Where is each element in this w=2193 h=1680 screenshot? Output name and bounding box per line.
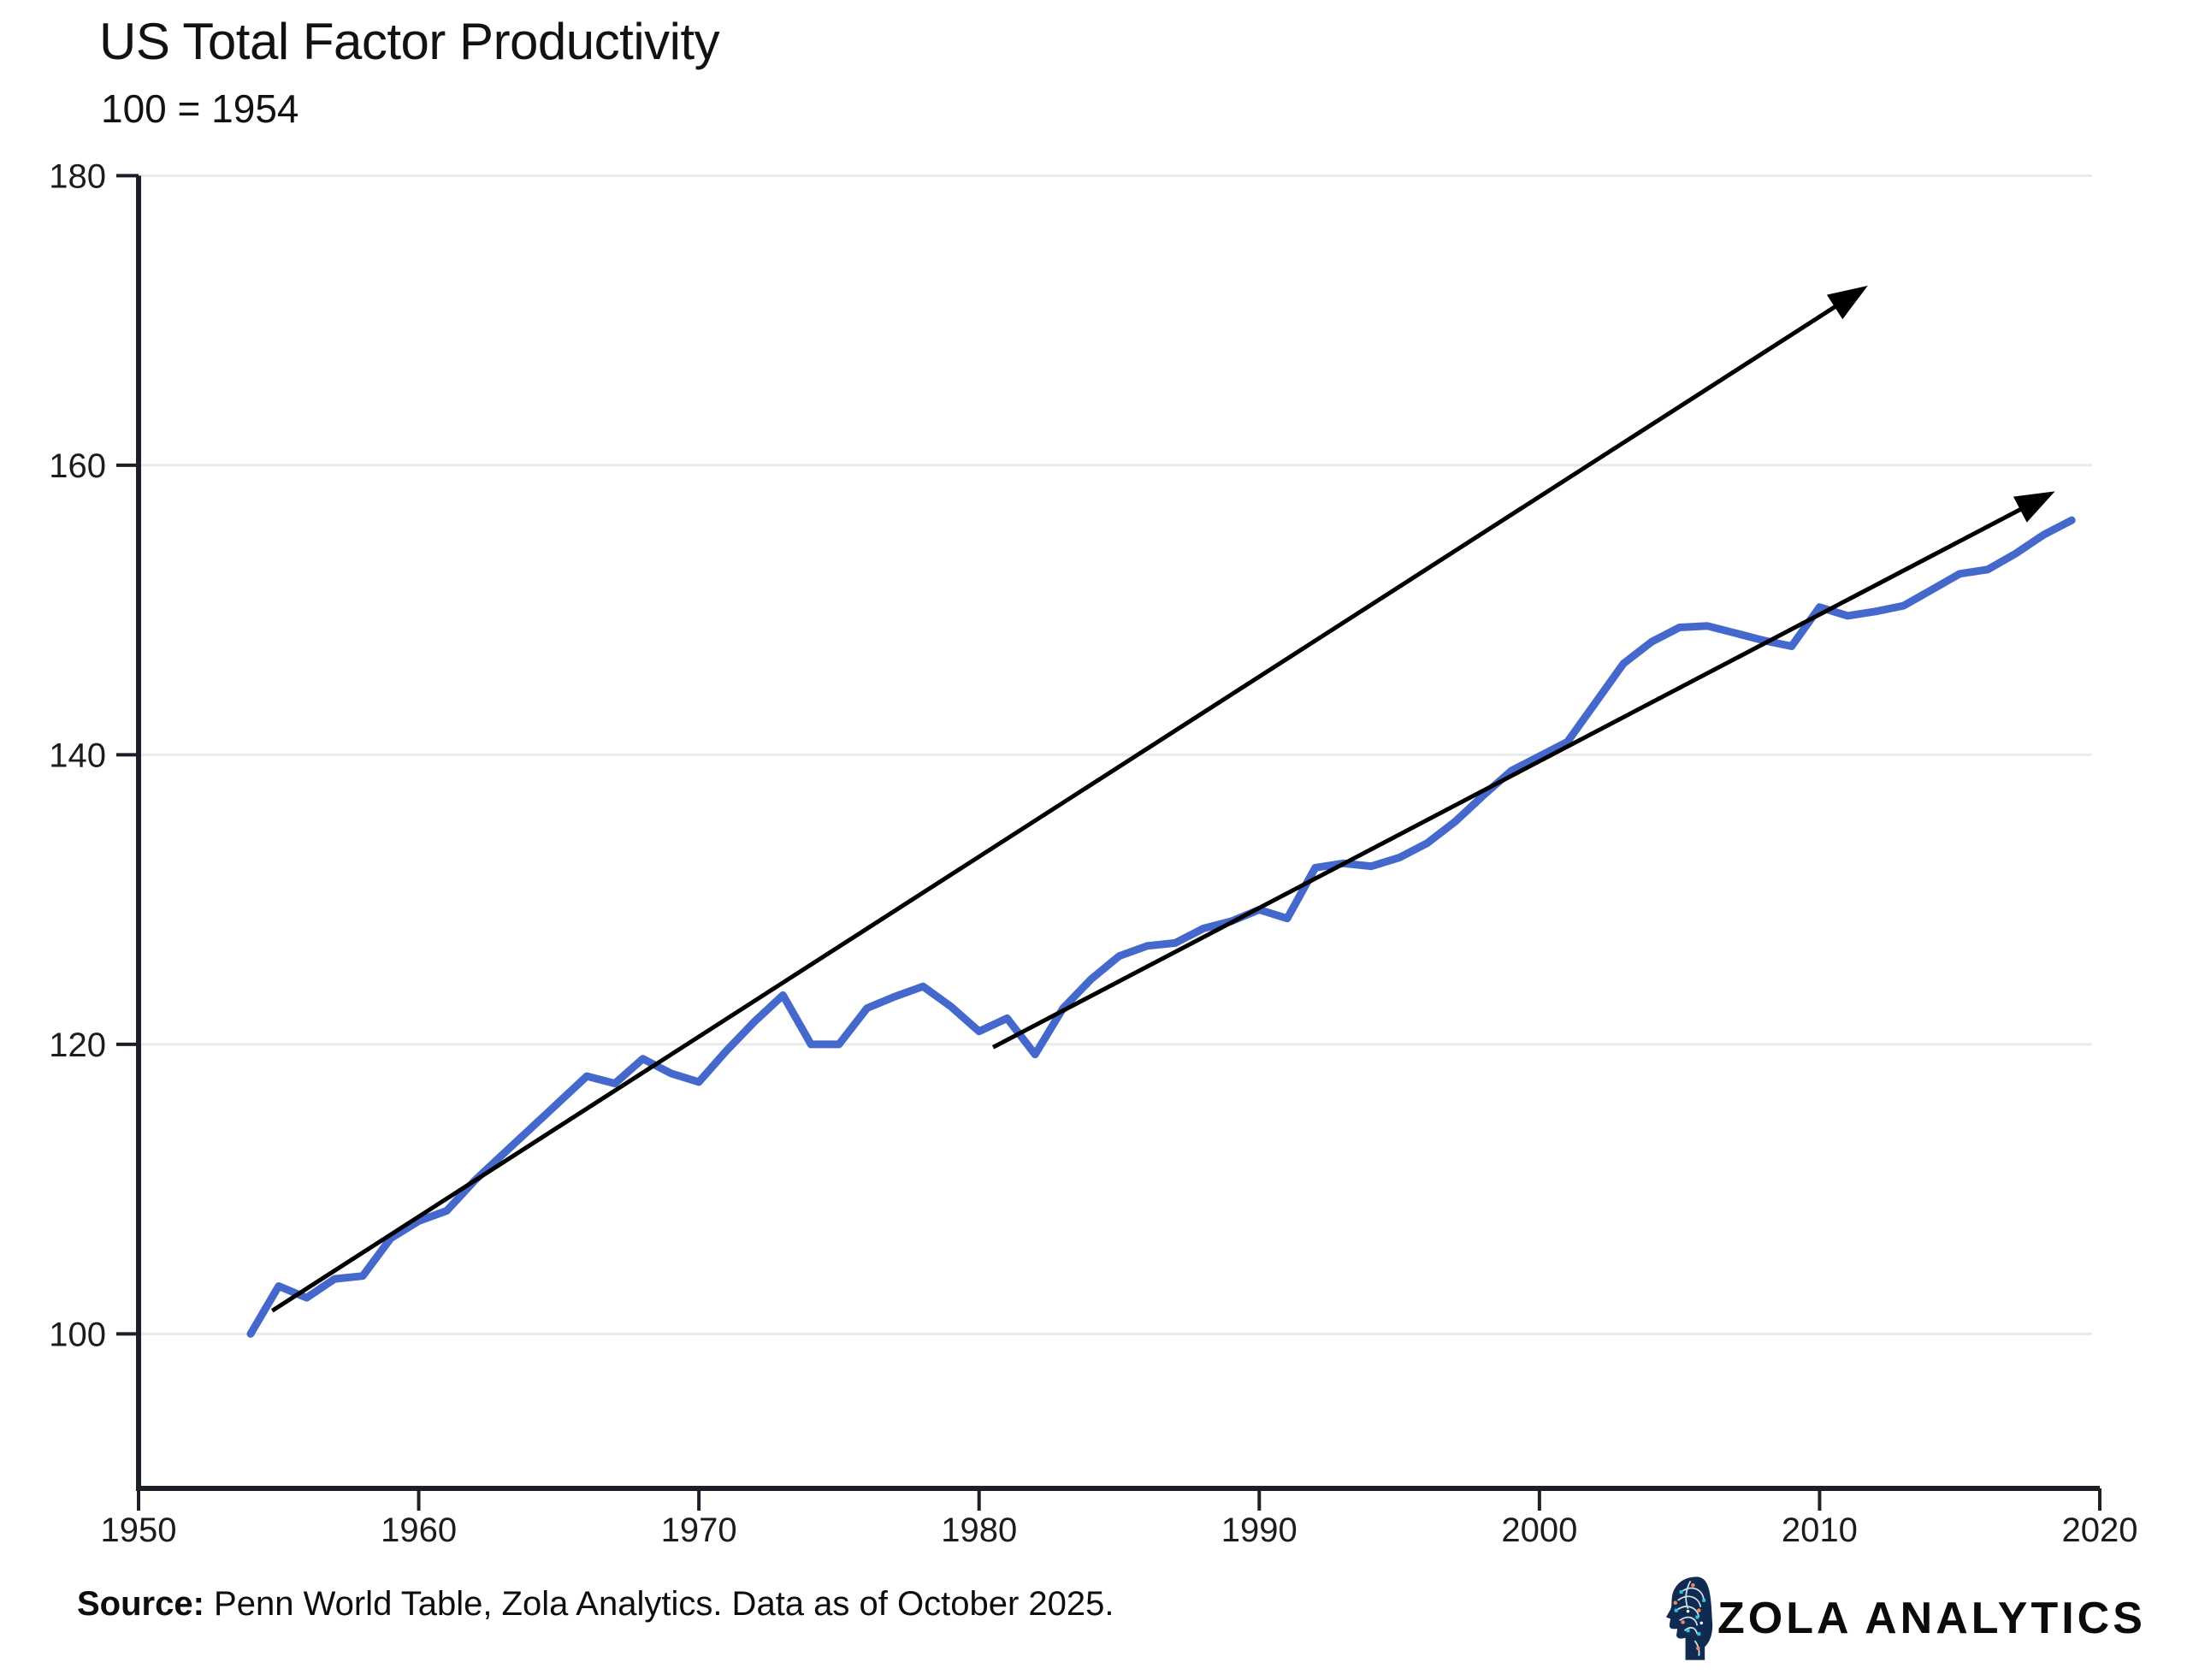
trend-arrow-head-2 — [2013, 491, 2055, 523]
trend-arrow-shaft-2 — [991, 500, 2035, 1050]
x-tick-label-1980: 1980 — [941, 1511, 1017, 1549]
y-tick-label-180: 180 — [49, 157, 106, 195]
zola-head-icon — [1665, 1576, 1713, 1660]
chart-subtitle: 100 = 1954 — [101, 86, 299, 131]
x-tick-label-1950: 1950 — [101, 1511, 177, 1549]
brand-name: ZOLA ANALYTICS — [1717, 1594, 2146, 1643]
trend-arrow-head-1 — [1826, 286, 1868, 320]
y-tick-label-140: 140 — [49, 736, 106, 774]
source-text: Penn World Table, Zola Analytics. Data a… — [204, 1585, 1114, 1623]
x-tick-label-2000: 2000 — [1501, 1511, 1577, 1549]
y-tick-label-100: 100 — [49, 1316, 106, 1353]
trend-arrow-shaft-1 — [270, 297, 1849, 1313]
y-tick-label-120: 120 — [49, 1026, 106, 1064]
x-tick-label-1990: 1990 — [1221, 1511, 1297, 1549]
x-tick-label-2020: 2020 — [2062, 1511, 2138, 1549]
y-tick-label-160: 160 — [49, 447, 106, 485]
tfp-series-line — [246, 516, 2076, 1338]
x-tick-label-2010: 2010 — [1782, 1511, 1858, 1549]
source-label: Source: — [77, 1585, 204, 1623]
x-tick-label-1970: 1970 — [661, 1511, 737, 1549]
x-tick-label-1960: 1960 — [381, 1511, 457, 1549]
page-title: US Total Factor Productivity — [99, 13, 720, 70]
source-note: Source: Penn World Table, Zola Analytics… — [77, 1585, 1114, 1624]
